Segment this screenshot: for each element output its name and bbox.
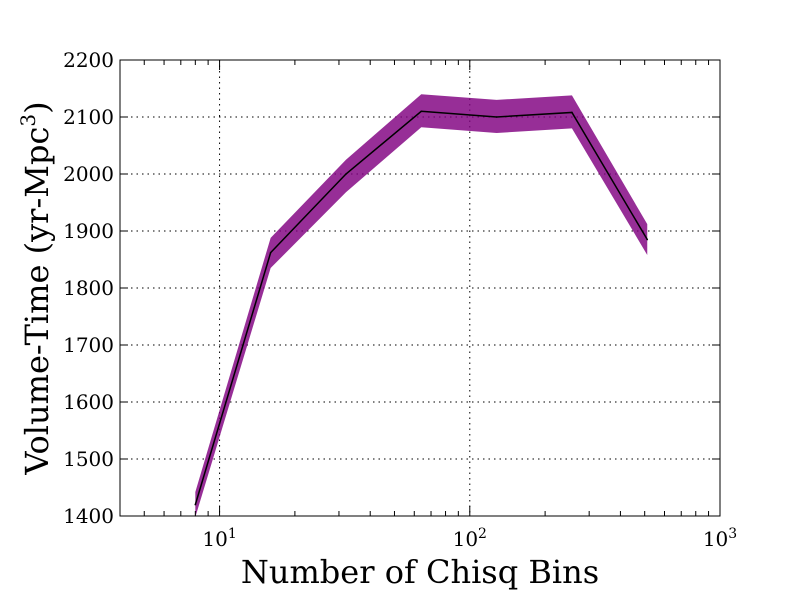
uncertainty-band bbox=[195, 94, 648, 518]
x-tick-label: 102 bbox=[453, 526, 487, 551]
data-point bbox=[420, 110, 423, 113]
y-axis-label-main: Volume-Time (yr-Mpc bbox=[18, 127, 56, 476]
uncertainty-bands bbox=[195, 94, 648, 518]
x-axis-label: Number of Chisq Bins bbox=[241, 553, 599, 591]
y-tick-label: 1400 bbox=[63, 504, 114, 528]
data-point bbox=[646, 238, 649, 241]
y-axis-label-close: ) bbox=[18, 101, 56, 113]
data-point bbox=[269, 251, 272, 254]
data-point bbox=[345, 173, 347, 175]
data-point bbox=[194, 503, 197, 506]
y-tick-label: 2200 bbox=[63, 48, 114, 72]
y-tick-label: 1900 bbox=[63, 219, 114, 243]
y-tick-label: 1600 bbox=[63, 390, 114, 414]
x-tick-label: 101 bbox=[202, 526, 236, 551]
y-tick-label: 2100 bbox=[63, 105, 114, 129]
y-axis-label-superscript: 3 bbox=[16, 114, 40, 127]
series-lines bbox=[194, 110, 649, 506]
y-tick-labels: 1400 1500 1600 1700 1800 1900 2000 2100 2200 bbox=[63, 48, 114, 528]
y-tick-label: 1800 bbox=[63, 276, 114, 300]
x-tick-label: 103 bbox=[703, 526, 737, 551]
y-tick-label: 2000 bbox=[63, 162, 114, 186]
tick-marks bbox=[119, 59, 721, 517]
data-point bbox=[571, 111, 573, 114]
series-line bbox=[194, 110, 648, 505]
data-point bbox=[495, 116, 498, 118]
x-tick-labels: 101 102 103 bbox=[202, 526, 737, 551]
y-axis-label: Volume-Time (yr-Mpc3) bbox=[16, 101, 56, 475]
y-tick-label: 1700 bbox=[63, 333, 114, 357]
y-tick-label: 1500 bbox=[63, 447, 114, 471]
